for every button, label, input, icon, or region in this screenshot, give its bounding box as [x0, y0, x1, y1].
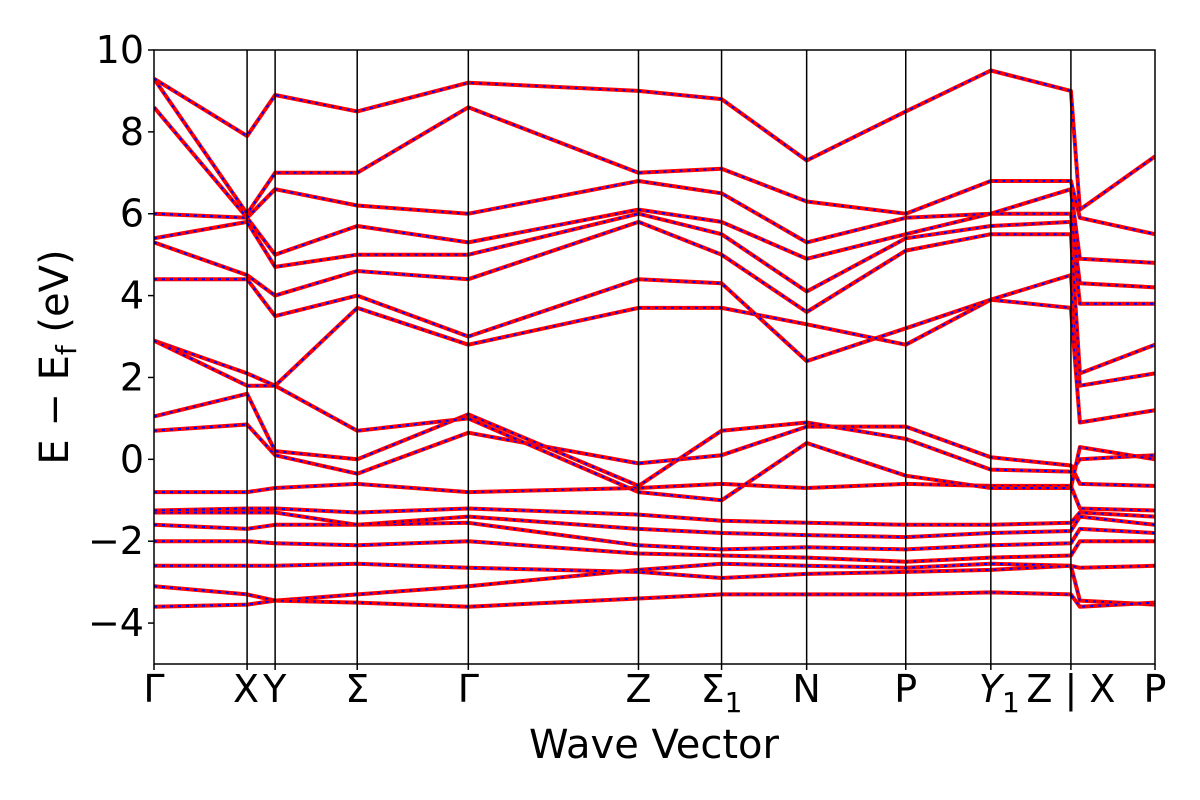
plot-frame [153, 49, 1156, 665]
y-tick-label: 0 [120, 437, 144, 481]
y-axis-label: E − Ef (eV) [32, 249, 83, 464]
band-line-13 [154, 273, 1155, 388]
x-tick-label-6: Z [625, 667, 651, 711]
y-tick-label: −2 [88, 519, 144, 563]
y-tick-label: −4 [88, 601, 144, 645]
band-line-10 [154, 391, 1155, 488]
band-line-12-overlay [154, 298, 1155, 424]
y-axis: −4 −2 0 2 4 6 8 10 [88, 28, 154, 645]
x-tick-label-7: Σ1 [701, 667, 743, 719]
x-tick-label-10: Y1 [979, 667, 1020, 719]
x-tick-label-3: Y [262, 667, 287, 711]
x-tick-label-4: Σ [345, 667, 369, 711]
high-symmetry-lines [246, 50, 1072, 664]
band-line-16-overlay [154, 208, 1155, 289]
band-line-13-overlay [154, 273, 1155, 387]
y-tick-label: 10 [96, 28, 144, 72]
band-line-17 [154, 106, 1155, 265]
band-line-16 [154, 207, 1155, 290]
x-tick-label-12: P [1144, 667, 1167, 711]
x-axis-label: Wave Vector [529, 722, 780, 768]
x-tick-label-8: N [792, 667, 820, 711]
band-lines [154, 68, 1155, 609]
x-tick-label-1: Γ [143, 667, 164, 711]
x-tick-label-5: Γ [458, 667, 479, 711]
x-tick-label-9: P [894, 667, 917, 711]
x-axis: Γ X Y Σ Γ Z Σ1 N P Y1 Z | X P [143, 664, 1166, 719]
y-tick-label: 8 [120, 110, 144, 154]
y-tick-label: 6 [120, 192, 144, 236]
x-tick-label-11: Z | X [1026, 667, 1115, 712]
band-line-19 [154, 68, 1155, 212]
band-line-12 [154, 297, 1155, 425]
x-tick-label-2: X [233, 667, 259, 711]
y-tick-label: 4 [120, 274, 144, 318]
band-line-10-overlay [154, 392, 1155, 488]
y-tick-label: 2 [120, 355, 144, 399]
